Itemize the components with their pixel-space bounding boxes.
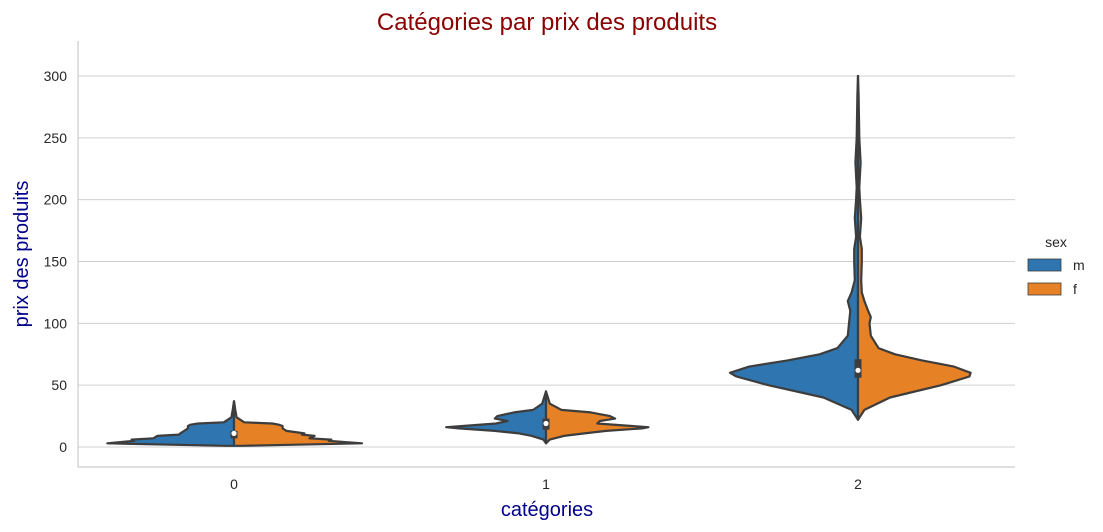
violin-median-dot xyxy=(543,420,549,427)
legend-swatch-m xyxy=(1027,258,1062,272)
y-tick-labels: 0 50 100 150 200 250 300 xyxy=(44,68,68,455)
y-tick-label: 0 xyxy=(59,439,67,455)
y-tick-label: 50 xyxy=(51,377,67,393)
x-tick-label: 0 xyxy=(230,476,238,492)
chart-title: Catégories par prix des produits xyxy=(377,9,717,36)
y-tick-label: 250 xyxy=(44,130,68,146)
y-axis-label: prix des produits xyxy=(11,181,33,328)
x-tick-label: 2 xyxy=(854,476,862,492)
violin-f-cat-1 xyxy=(544,390,650,445)
y-tick-label: 200 xyxy=(44,192,68,208)
y-tick-label: 100 xyxy=(44,315,68,331)
legend-label-m: m xyxy=(1073,257,1085,273)
grid-lines xyxy=(78,75,1015,448)
violin-f-cat-0 xyxy=(232,400,364,447)
violin-median-dot xyxy=(231,430,237,436)
violin-m-cat-0 xyxy=(106,400,236,447)
violin-plot-area xyxy=(106,74,972,447)
legend-label-f: f xyxy=(1073,281,1077,297)
legend-title: sex xyxy=(1045,234,1067,250)
violin-median-dot xyxy=(855,367,861,373)
legend-swatch-f xyxy=(1027,282,1062,296)
violin-f-cat-2 xyxy=(856,74,972,421)
violin-m-cat-2 xyxy=(728,74,860,421)
y-tick-label: 300 xyxy=(44,68,68,84)
violin-m-cat-1 xyxy=(445,390,548,445)
legend: sex mf xyxy=(1027,234,1085,297)
y-tick-label: 150 xyxy=(44,254,68,270)
x-tick-label: 1 xyxy=(542,476,550,492)
x-axis-label: catégories xyxy=(501,499,593,521)
x-tick-labels: 0 1 2 xyxy=(230,476,862,492)
